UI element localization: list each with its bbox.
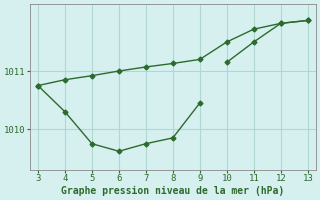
X-axis label: Graphe pression niveau de la mer (hPa): Graphe pression niveau de la mer (hPa) bbox=[61, 186, 284, 196]
